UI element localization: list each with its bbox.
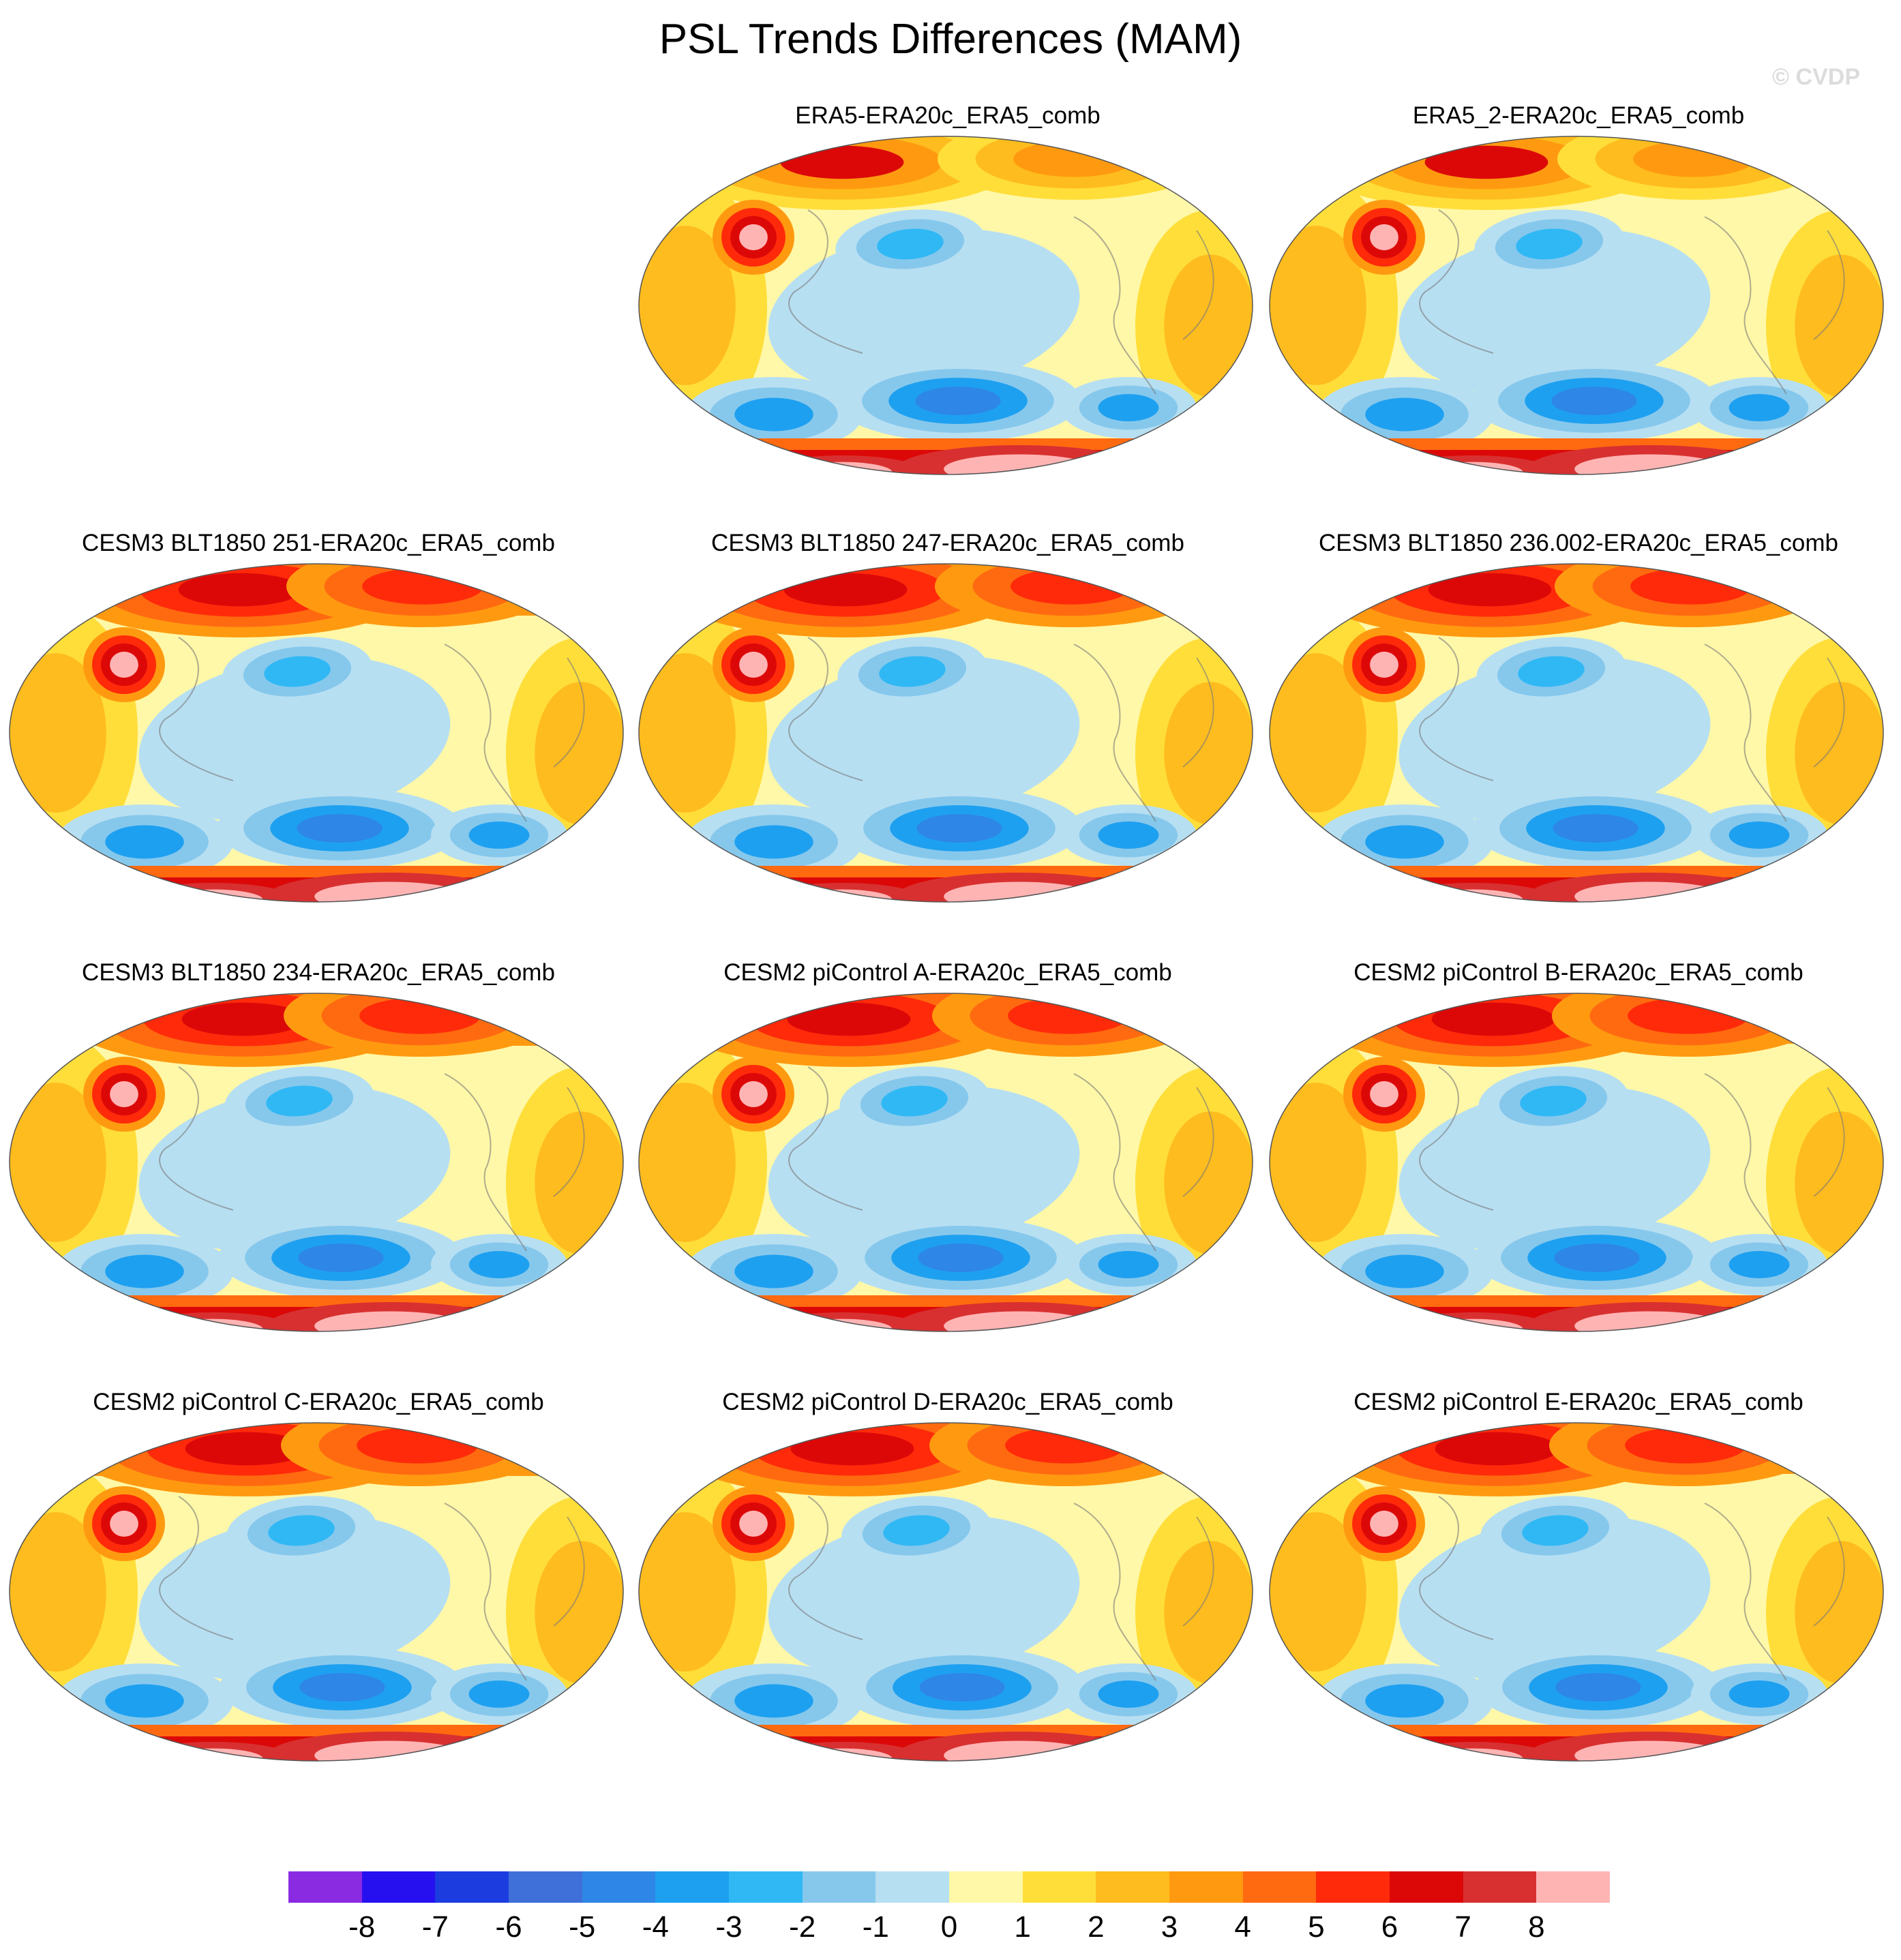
- map-plot: [9, 563, 624, 903]
- colorbar-box: [1022, 1871, 1096, 1903]
- colorbar-tick-label: 0: [940, 1910, 958, 1944]
- map-panel: CESM3 BLT1850 247-ERA20c_ERA5_comb: [638, 528, 1258, 914]
- colorbar-tick-label: -6: [495, 1910, 522, 1944]
- colorbar-box: [582, 1871, 656, 1903]
- map-panel: ERA5-ERA20c_ERA5_comb: [638, 101, 1258, 486]
- colorbar-box: [361, 1871, 436, 1903]
- map-plot: [1269, 563, 1884, 903]
- panel-title: CESM2 piControl A-ERA20c_ERA5_comb: [723, 959, 1172, 986]
- map-plot: [9, 993, 624, 1332]
- map-plot: [9, 1422, 624, 1762]
- colorbar-box: [875, 1871, 950, 1903]
- panel-title: CESM3 BLT1850 234-ERA20c_ERA5_comb: [82, 959, 555, 986]
- colorbar-tick-label: 7: [1454, 1910, 1471, 1944]
- panel-title: CESM2 piControl E-ERA20c_ERA5_comb: [1353, 1389, 1803, 1415]
- colorbar-tick-label: 3: [1161, 1910, 1178, 1944]
- colorbar-box: [1390, 1871, 1464, 1903]
- colorbar-box: [1463, 1871, 1537, 1903]
- map-plot: [1269, 1422, 1884, 1762]
- colorbar-box: [1169, 1871, 1244, 1903]
- colorbar-box: [1242, 1871, 1317, 1903]
- panel-title: CESM3 BLT1850 236.002-ERA20c_ERA5_comb: [1318, 530, 1838, 556]
- panel-title: CESM2 piControl D-ERA20c_ERA5_comb: [722, 1389, 1173, 1415]
- map-panel: CESM2 piControl C-ERA20c_ERA5_comb: [8, 1387, 629, 1773]
- watermark: © CVDP: [1772, 64, 1860, 90]
- map-plot: [1269, 136, 1884, 475]
- colorbar-tick-label: -8: [348, 1910, 376, 1944]
- colorbar-box: [655, 1871, 730, 1903]
- panel-title: CESM2 piControl B-ERA20c_ERA5_comb: [1353, 959, 1803, 986]
- colorbar-box: [802, 1871, 876, 1903]
- colorbar-box: [288, 1871, 363, 1903]
- colorbar-tick-label: -3: [715, 1910, 743, 1944]
- colorbar-tick-label: -2: [789, 1910, 816, 1944]
- colorbar-tick-label: 4: [1234, 1910, 1251, 1944]
- colorbar-tick-label: 5: [1308, 1910, 1325, 1944]
- colorbar-box: [949, 1871, 1023, 1903]
- map-plot: [638, 1422, 1253, 1762]
- panel-title: ERA5_2-ERA20c_ERA5_comb: [1412, 102, 1745, 129]
- panel-title: CESM2 piControl C-ERA20c_ERA5_comb: [93, 1389, 544, 1415]
- colorbar-tick-label: -1: [862, 1910, 889, 1944]
- colorbar-box: [729, 1871, 803, 1903]
- map-panel: CESM2 piControl B-ERA20c_ERA5_comb: [1268, 958, 1889, 1343]
- panel-title: CESM3 BLT1850 247-ERA20c_ERA5_comb: [711, 530, 1184, 556]
- map-panel: CESM3 BLT1850 236.002-ERA20c_ERA5_comb: [1268, 528, 1889, 914]
- map-plot: [638, 563, 1253, 903]
- colorbar-tick-label: -5: [569, 1910, 596, 1944]
- colorbar-tick-label: -7: [421, 1910, 449, 1944]
- colorbar-tick-label: 6: [1381, 1910, 1398, 1944]
- panel-title: CESM3 BLT1850 251-ERA20c_ERA5_comb: [82, 530, 555, 556]
- colorbar-box: [1316, 1871, 1390, 1903]
- map-panel: ERA5_2-ERA20c_ERA5_comb: [1268, 101, 1889, 486]
- map-panel: CESM3 BLT1850 234-ERA20c_ERA5_comb: [8, 958, 629, 1343]
- map-panel: CESM2 piControl E-ERA20c_ERA5_comb: [1268, 1387, 1889, 1773]
- colorbar-box: [509, 1871, 583, 1903]
- colorbar-tick-label: 1: [1014, 1910, 1031, 1944]
- colorbar-tick-label: 2: [1088, 1910, 1105, 1944]
- map-plot: [1269, 993, 1884, 1332]
- colorbar-tick-label: -4: [642, 1910, 669, 1944]
- panel-title: ERA5-ERA20c_ERA5_comb: [795, 102, 1101, 129]
- map-panel: CESM3 BLT1850 251-ERA20c_ERA5_comb: [8, 528, 629, 914]
- colorbar-tick-label: 8: [1528, 1910, 1545, 1944]
- colorbar-box: [1536, 1871, 1611, 1903]
- page-title: PSL Trends Differences (MAM): [659, 16, 1242, 63]
- map-panel: CESM2 piControl D-ERA20c_ERA5_comb: [638, 1387, 1258, 1773]
- map-panel: CESM2 piControl A-ERA20c_ERA5_comb: [638, 958, 1258, 1343]
- map-plot: [638, 136, 1253, 475]
- map-plot: [638, 993, 1253, 1332]
- colorbar: [288, 1871, 1611, 1903]
- colorbar-box: [435, 1871, 509, 1903]
- colorbar-box: [1096, 1871, 1170, 1903]
